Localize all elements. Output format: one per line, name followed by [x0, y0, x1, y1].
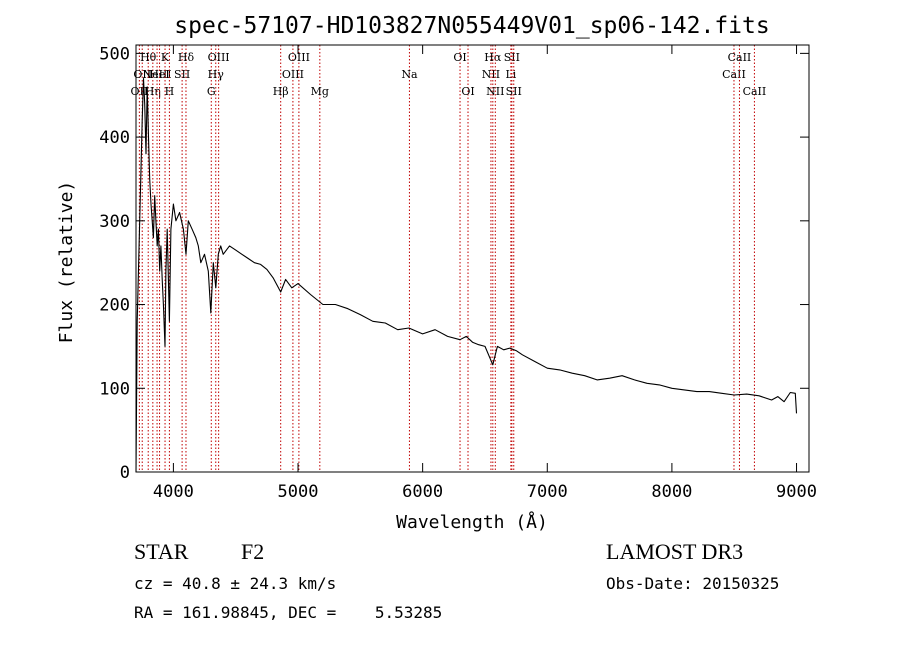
object-type: STAR	[134, 539, 189, 564]
x-tick-label-2: 6000	[402, 482, 443, 502]
x-tick-label-3: 7000	[527, 482, 568, 502]
axes: 4000 5000 6000 7000 8000 9000 0 100 200 300 400 500	[99, 44, 817, 502]
y-tick-label-0: 0	[120, 463, 130, 483]
emission-line-markers: OIIOIIHθHηNeIIIHeIKHSIIHδGHγOIIIHβOIIIOI…	[131, 45, 767, 472]
y-tick-label-2: 200	[99, 296, 130, 316]
marker-label-10: G	[207, 85, 216, 98]
y-tick-label-3: 300	[99, 212, 130, 232]
marker-label-14: OIII	[282, 68, 304, 81]
marker-label-18: OI	[453, 51, 466, 64]
series-line-0	[135, 77, 798, 473]
marker-label-21: Hα	[484, 51, 502, 64]
marker-label-12: OIII	[208, 51, 230, 64]
marker-label-16: Mg	[311, 85, 329, 98]
marker-label-4: NeIII	[142, 68, 171, 81]
marker-label-19: OI	[461, 85, 474, 98]
y-axis-label: Flux (relative)	[56, 181, 77, 344]
survey-name: LAMOST DR3	[606, 539, 744, 564]
subclass: F2	[241, 539, 265, 564]
marker-label-11: Hγ	[208, 68, 225, 81]
marker-label-9: Hδ	[178, 51, 195, 64]
marker-label-26: CaII	[722, 68, 746, 81]
marker-label-15: OIII	[288, 51, 310, 64]
y-tick-label-4: 400	[99, 128, 130, 148]
marker-label-8: SII	[174, 68, 190, 81]
spectrum-chart: spec-57107-HD103827N055449V01_sp06-142.f…	[56, 13, 817, 533]
x-axis-label: Wavelength (Å)	[396, 511, 548, 533]
y-tick-label-1: 100	[99, 379, 130, 399]
obs-date: Obs-Date: 20150325	[606, 574, 780, 593]
marker-label-20: NII	[482, 68, 500, 81]
marker-label-6: K	[161, 51, 170, 64]
marker-label-25: SII	[506, 85, 522, 98]
redshift-value: cz = 40.8 ± 24.3 km/s	[134, 574, 337, 593]
y-tick-label-5: 500	[99, 44, 130, 64]
chart-title: spec-57107-HD103827N055449V01_sp06-142.f…	[174, 13, 769, 39]
coordinates: RA = 161.98845, DEC = 5.53285	[134, 603, 443, 622]
marker-label-27: CaII	[728, 51, 752, 64]
marker-label-5: HeI	[149, 68, 169, 81]
marker-label-23: Li	[505, 68, 516, 81]
marker-label-13: Hβ	[273, 85, 289, 98]
x-tick-label-4: 8000	[651, 482, 692, 502]
x-tick-label-5: 9000	[776, 482, 817, 502]
series-layer	[135, 77, 798, 473]
marker-label-1: OII	[133, 68, 151, 81]
marker-label-2: Hθ	[140, 51, 157, 64]
x-tick-label-0: 4000	[153, 482, 194, 502]
marker-label-7: H	[165, 85, 175, 98]
x-tick-label-1: 5000	[278, 482, 319, 502]
marker-label-22: NII	[486, 85, 504, 98]
marker-label-24: SII	[504, 51, 520, 64]
marker-label-28: CaII	[743, 85, 767, 98]
marker-label-17: Na	[401, 68, 418, 81]
plot-frame	[135, 44, 810, 473]
